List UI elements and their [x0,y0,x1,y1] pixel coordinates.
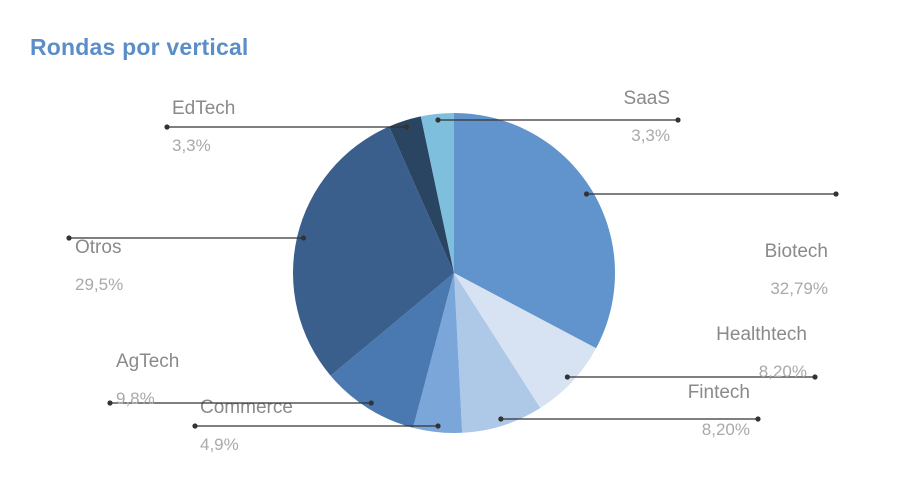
slice-labels: Biotech 32,79% Healthtech 8,20% Fintech 8,20%… [66,88,839,454]
pie-slice-edtech [389,116,454,274]
leader-dot-outer-agtech [107,400,113,406]
slice-value-otros: 29,5% [75,275,123,294]
pie-slice-healthtech [454,273,597,409]
pie-slice-commerce [413,273,463,434]
slice-value-edtech: 3,3% [172,136,211,155]
leader-dot-inner-saas [435,117,441,123]
slice-label-biotech: Biotech [765,241,828,262]
pie-slice-fintech [454,273,541,433]
slice-label-otros: Otros [75,237,121,258]
leader-dot-inner-edtech [404,124,410,130]
slice-value-agtech: 9,8% [116,389,155,408]
leader-dot-outer-commerce [192,423,198,429]
leader-dot-outer-saas [675,117,681,123]
pie-slice-otros [292,126,454,376]
leader-dot-inner-biotech [583,191,590,197]
slice-value-fintech: 8,20% [702,420,750,439]
leader-dot-inner-agtech [368,400,374,406]
pie-slice-saas [420,113,454,273]
slice-value-healthtech: 8,20% [759,362,807,381]
leader-dot-inner-commerce [435,423,441,429]
chart-title: Rondas por vertical [30,34,249,60]
slice-label-agtech: AgTech [116,351,179,372]
pie-slices [292,113,615,434]
slice-label-healthtech: Healthtech [716,324,807,345]
slice-label-fintech: Fintech [688,382,750,403]
slice-value-saas: 3,3% [631,126,670,145]
pie-slice-agtech [330,273,454,428]
slice-label-commerce: Commerce [200,397,293,418]
slice-value-biotech: 32,79% [770,279,828,298]
leader-dot-inner-fintech [498,416,504,422]
leader-dot-outer-fintech [755,416,761,422]
slice-value-commerce: 4,9% [200,435,239,454]
leader-dot-inner-otros [300,235,307,241]
leader-dot-outer-healthtech [812,374,818,380]
leader-dot-inner-healthtech [564,374,570,380]
leader-dot-outer-otros [66,235,72,241]
leader-dot-outer-biotech [833,191,839,197]
leader-dot-outer-edtech [164,124,170,130]
pie-slice-biotech [454,113,615,349]
slice-label-saas: SaaS [624,88,670,109]
slice-label-edtech: EdTech [172,98,235,119]
